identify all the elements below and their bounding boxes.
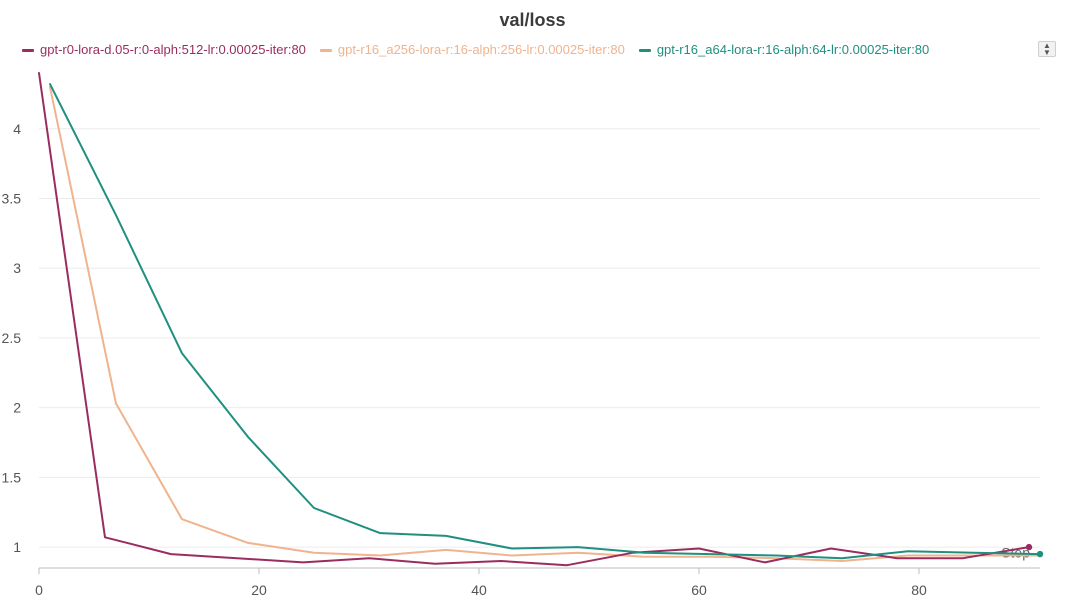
series-line xyxy=(49,85,1041,562)
chart-title: val/loss xyxy=(499,10,566,30)
x-tick-label: 40 xyxy=(471,582,487,598)
legend-item[interactable]: gpt-r16_a64-lora-r:16-alph:64-lr:0.00025… xyxy=(638,42,930,57)
y-tick-label: 2 xyxy=(13,400,21,416)
legend-item[interactable]: gpt-r16_a256-lora-r:16-alph:256-lr:0.000… xyxy=(319,42,625,57)
x-tick-label: 20 xyxy=(251,582,267,598)
legend-label: gpt-r0-lora-d.05-r:0-alph:512-lr:0.00025… xyxy=(40,42,306,57)
legend-scroll-toggle-icon[interactable]: ▲ ▼ xyxy=(1038,41,1056,57)
legend-swatch xyxy=(319,49,332,53)
y-tick-label: 4 xyxy=(13,121,21,137)
legend-item[interactable]: gpt-r0-lora-d.05-r:0-alph:512-lr:0.00025… xyxy=(22,42,306,57)
legend-label: gpt-r16_a64-lora-r:16-alph:64-lr:0.00025… xyxy=(656,42,930,57)
chart-legend: gpt-r0-lora-d.05-r:0-alph:512-lr:0.00025… xyxy=(22,42,943,58)
y-tick-label: 1.5 xyxy=(2,469,22,485)
y-tick-label: 1 xyxy=(13,539,21,555)
x-tick-label: 0 xyxy=(35,582,43,598)
legend-label: gpt-r16_a256-lora-r:16-alph:256-lr:0.000… xyxy=(337,42,625,57)
series-line xyxy=(49,83,1041,560)
y-tick-label: 3 xyxy=(13,260,21,276)
series-end-point xyxy=(1025,543,1033,551)
x-tick-label: 80 xyxy=(911,582,927,598)
series-line xyxy=(38,72,1030,567)
series-end-point xyxy=(1036,550,1044,558)
x-tick-label: 60 xyxy=(691,582,707,598)
legend-swatch xyxy=(638,49,651,53)
y-tick-label: 3.5 xyxy=(2,190,22,206)
legend-swatch xyxy=(22,49,34,53)
y-tick-label: 2.5 xyxy=(2,330,22,346)
